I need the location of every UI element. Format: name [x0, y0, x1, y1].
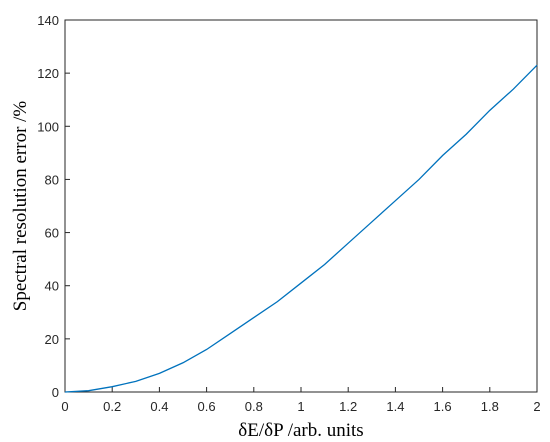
x-tick-label: 1.2 [339, 399, 357, 414]
y-tick-label: 60 [45, 226, 59, 241]
y-tick-label: 40 [45, 279, 59, 294]
y-tick-label: 120 [37, 66, 59, 81]
x-tick-label: 1.6 [434, 399, 452, 414]
y-axis-label: Spectral resolution error /% [10, 101, 31, 312]
y-tick-label: 80 [45, 172, 59, 187]
x-tick-label: 1.4 [386, 399, 404, 414]
x-tick-label: 0.6 [198, 399, 216, 414]
plot-box [64, 19, 538, 393]
y-tick-label: 20 [45, 332, 59, 347]
x-tick-label: 2 [533, 399, 540, 414]
x-tick-label: 0.4 [150, 399, 168, 414]
x-tick-label: 0 [61, 399, 68, 414]
y-tick-label: 100 [37, 119, 59, 134]
data-line [64, 64, 538, 393]
x-tick-label: 1.8 [481, 399, 499, 414]
x-tick-label: 1 [297, 399, 304, 414]
x-tick-label: 0.8 [245, 399, 263, 414]
x-tick-label: 0.2 [103, 399, 121, 414]
y-tick-label: 140 [37, 13, 59, 28]
x-axis-label: δE/δP /arb. units [238, 420, 363, 441]
y-tick-label: 0 [52, 385, 59, 400]
